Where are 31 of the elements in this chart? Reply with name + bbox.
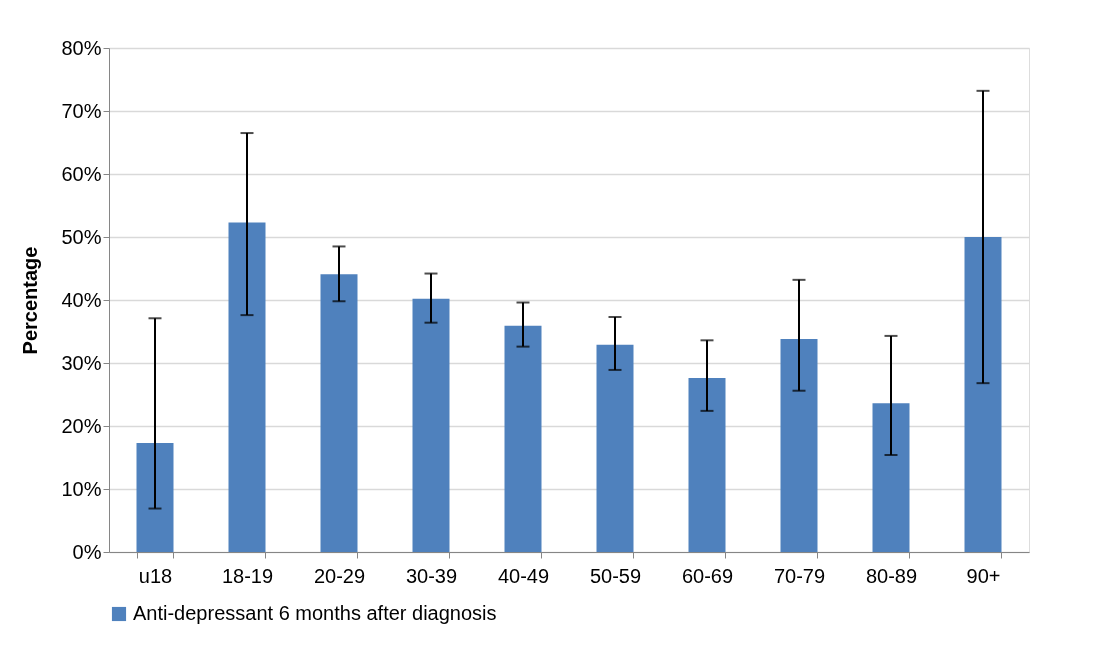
bar	[412, 298, 450, 552]
bar	[320, 274, 358, 552]
bar	[688, 378, 726, 552]
legend-label: Anti-depressant 6 months after diagnosis	[133, 602, 497, 624]
y-tick-label: 50%	[61, 225, 102, 248]
y-tick-label: 70%	[61, 99, 102, 122]
x-tick-label: 60-69	[681, 564, 734, 587]
y-tick-label: 30%	[61, 351, 102, 374]
y-tick-label: 60%	[61, 162, 102, 185]
bar	[964, 237, 1002, 552]
bar	[872, 403, 910, 552]
x-tick-label: 80-89	[865, 564, 918, 587]
bar	[136, 443, 174, 552]
y-tick-label: 20%	[61, 414, 102, 437]
bar	[504, 325, 542, 552]
x-tick-label: 30-39	[405, 564, 458, 587]
x-tick-label: 50-59	[589, 564, 642, 587]
bar	[780, 339, 818, 552]
x-tick-label: 40-49	[497, 564, 550, 587]
x-tick-label: 20-29	[313, 564, 366, 587]
y-tick-label: 0%	[72, 540, 102, 563]
x-tick-label: 70-79	[773, 564, 826, 587]
x-tick-label: 90+	[966, 564, 1001, 587]
x-tick-label: u18	[138, 564, 173, 587]
y-tick-label: 10%	[61, 477, 102, 500]
bar	[596, 344, 634, 552]
x-tick-label: 18-19	[221, 564, 274, 587]
bar	[228, 222, 266, 552]
y-tick-label: 40%	[61, 288, 102, 311]
y-axis-title: Percentage	[19, 246, 42, 355]
y-tick-label: 80%	[61, 36, 102, 59]
